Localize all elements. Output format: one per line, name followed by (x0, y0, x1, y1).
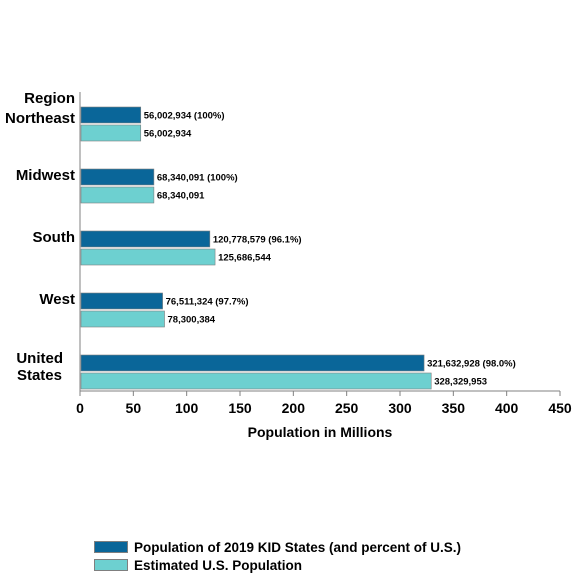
x-tick-label-300: 300 (388, 400, 412, 416)
x-tick-label-100: 100 (175, 400, 199, 416)
legend-swatch-us-population (94, 559, 128, 571)
data-label-midwest-series-2: 68,340,091 (157, 191, 205, 202)
data-label-south-series-2: 125,686,544 (218, 253, 272, 264)
data-label-midwest-series-1: 68,340,091 (100%) (157, 173, 238, 184)
bar-united-states-series-1 (80, 354, 425, 372)
data-label-west-series-1: 76,511,324 (97.7%) (166, 297, 249, 308)
category-label-south: South (33, 229, 76, 246)
data-label-south-series-1: 120,778,579 (96.1%) (213, 235, 302, 246)
bar-northeast-series-1 (80, 106, 142, 124)
legend: Population of 2019 KID States (and perce… (94, 538, 461, 574)
legend-item-kid-states: Population of 2019 KID States (and perce… (94, 538, 461, 556)
x-tick-label-0: 0 (76, 400, 84, 416)
data-label-united-states-series-2: 328,329,953 (434, 377, 487, 388)
category-label-united-states: United States (16, 350, 63, 384)
bar-west-series-1 (80, 292, 163, 310)
legend-label-kid-states: Population of 2019 KID States (and perce… (134, 539, 462, 555)
bar-south-series-2 (80, 248, 216, 266)
x-tick-label-350: 350 (442, 400, 466, 416)
data-label-united-states-series-1: 321,632,928 (98.0%) (427, 359, 516, 370)
x-axis-title: Population in Millions (248, 424, 393, 440)
category-axis-title: Region (24, 90, 75, 107)
bar-midwest-series-2 (80, 186, 155, 204)
bar-south-series-1 (80, 230, 211, 248)
bar-midwest-series-1 (80, 168, 155, 186)
x-tick-label-50: 50 (126, 400, 142, 416)
x-tick-label-250: 250 (335, 400, 359, 416)
x-tick-label-450: 450 (548, 400, 572, 416)
data-label-northeast-series-2: 56,002,934 (144, 129, 192, 140)
category-label-west: West (39, 291, 75, 308)
x-tick-label-150: 150 (228, 400, 252, 416)
bar-northeast-series-2 (80, 124, 142, 142)
legend-item-us-population: Estimated U.S. Population (94, 556, 461, 574)
bar-united-states-series-2 (80, 372, 432, 390)
category-label-midwest: Midwest (16, 167, 75, 184)
bar-west-series-2 (80, 310, 165, 328)
x-tick-label-400: 400 (495, 400, 519, 416)
data-label-west-series-2: 78,300,384 (168, 315, 216, 326)
legend-swatch-kid-states (94, 541, 128, 553)
legend-label-us-population: Estimated U.S. Population (134, 557, 303, 573)
x-tick-label-200: 200 (282, 400, 306, 416)
category-label-northeast: Northeast (5, 110, 75, 127)
data-label-northeast-series-1: 56,002,934 (100%) (144, 111, 225, 122)
